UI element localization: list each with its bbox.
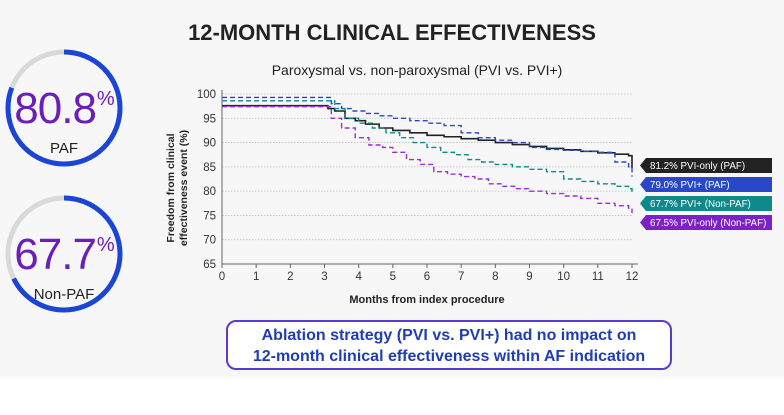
x-tick-label: 0 [219,271,225,283]
bottom-band [0,378,784,415]
kpi-paf-label: PAF [49,140,79,157]
legend-tag-4: 67.5% PVI-only (Non-PAF) [640,215,772,230]
legend-tag-text: 67.5% PVI-only (Non-PAF) [650,218,766,229]
series-line-2 [222,96,633,177]
x-tick-label: 12 [626,271,639,283]
y-tick-label: 85 [203,162,216,174]
kpi-paf-ring-progress [5,49,123,167]
x-tick-label: 6 [424,271,430,283]
x-tick-label: 5 [390,271,396,283]
legend-tag-bg [640,177,772,192]
y-axis-label-line-1: Freedom from clinical [165,133,177,242]
x-tick-label: 1 [253,271,259,283]
y-tick-label: 95 [203,113,216,125]
legend-tag-bg [640,215,772,230]
legend-tag-2: 79.0% PVI+ (PAF) [640,177,772,192]
x-tick-label: 7 [458,271,464,283]
legend-tag-bg [640,158,772,173]
legend-tag-3: 67.7% PVI+ (Non-PAF) [640,196,772,211]
kpi-non-paf-unit: % [96,234,115,256]
series-line-1 [222,104,633,168]
x-tick-label: 9 [526,271,532,283]
legend-tag-1: 81.2% PVI-only (PAF) [640,158,772,173]
x-tick-label: 11 [592,271,604,283]
x-tick-label: 3 [321,271,327,283]
y-tick-label: 65 [203,259,216,271]
legend-tag-text: 81.2% PVI-only (PAF) [650,161,745,172]
series-line-3 [222,100,633,194]
x-tick-label: 4 [355,271,362,283]
kpi-non-paf-value: 67.7% [14,230,115,279]
callout-line-2: 12-month clinical effectiveness within A… [252,348,646,365]
y-axis-label: Freedom from clinical effectiveness even… [165,130,190,246]
kpi-non-paf-ring-progress [5,195,123,313]
y-tick-label: 70 [203,235,216,247]
series-line-4 [222,105,633,213]
y-tick-label: 80 [203,186,216,198]
x-axis-label: Months from index procedure [349,294,504,306]
legend-tag-text: 79.0% PVI+ (PAF) [650,180,730,191]
callout-line-1: Ablation strategy (PVI vs. PVI+) had no … [261,327,637,344]
kpi-paf: 80.8% PAF [2,46,123,167]
x-tick-label: 8 [492,271,498,283]
slide-title: 12-MONTH CLINICAL EFFECTIVENESS [188,20,596,45]
x-tick-label: 2 [287,271,293,283]
legend-tag-bg [640,196,772,211]
y-tick-label: 75 [203,210,216,222]
x-tick-label: 10 [557,271,570,283]
chart-series [222,96,633,213]
kpi-paf-value: 80.8% [14,84,115,133]
y-axis-label-line-2: effectiveness event (%) [178,130,190,246]
legend-tag-text: 67.7% PVI+ (Non-PAF) [650,199,751,210]
conclusion-callout: Ablation strategy (PVI vs. PVI+) had no … [226,320,672,370]
y-tick-label: 90 [203,138,216,150]
kpi-non-paf-label: Non-PAF [33,286,95,303]
kpi-non-paf: 67.7% Non-PAF [2,192,123,313]
y-tick-label: 100 [197,89,216,101]
kpi-paf-ring [5,49,123,167]
kpi-paf-unit: % [96,88,115,110]
chart-title: Paroxysmal vs. non-paroxysmal (PVI vs. P… [271,62,563,78]
kpi-non-paf-ring [5,195,123,313]
chart-legend-labels: 81.2% PVI-only (PAF) 79.0% PVI+ (PAF) 67.7… [640,158,772,230]
